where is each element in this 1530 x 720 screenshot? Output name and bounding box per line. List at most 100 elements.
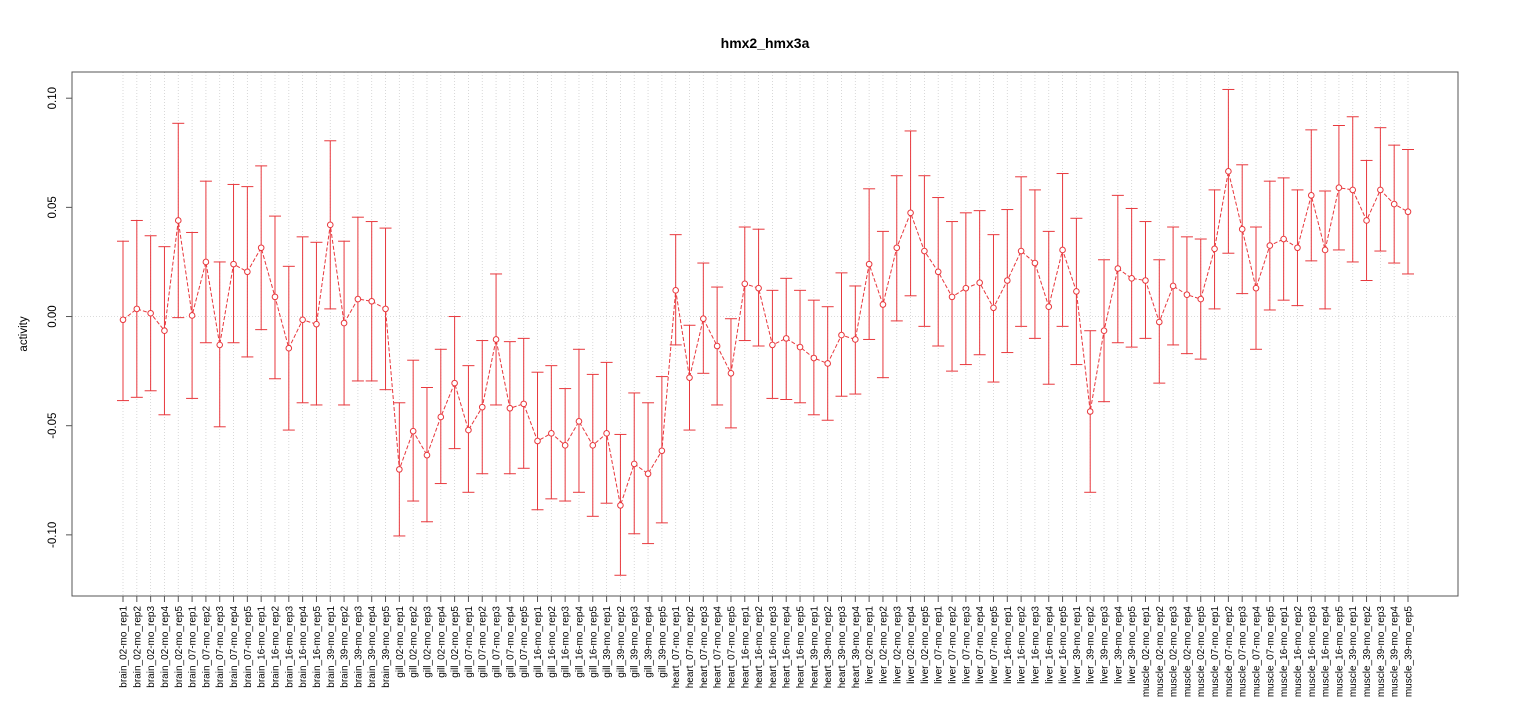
data-point: [1294, 244, 1301, 252]
x-tick-label: gill_07-mo_rep1: [464, 606, 475, 678]
data-point: [119, 316, 127, 324]
data-point: [852, 336, 859, 343]
x-tick-label: liver_07-mo_rep2: [948, 606, 959, 684]
x-tick-label: gill_39-mo_rep3: [630, 606, 641, 678]
grid-lines: [72, 72, 1458, 596]
x-tick-label: heart_07-mo_rep1: [671, 606, 682, 689]
x-tick-label: gill_02-mo_rep5: [450, 606, 461, 678]
x-tick-label: liver_07-mo_rep3: [961, 606, 972, 684]
y-tick-label: -0.10: [47, 522, 59, 548]
x-tick-label: liver_39-mo_rep3: [1100, 606, 1111, 684]
chart-title: hmx2_hmx3a: [721, 35, 810, 51]
x-tick-label: muscle_02-mo_rep2: [1155, 606, 1166, 698]
x-tick-label: liver_16-mo_rep3: [1030, 606, 1041, 684]
data-point: [1390, 200, 1398, 208]
x-tick-label: muscle_39-mo_rep5: [1404, 606, 1415, 698]
data-point: [879, 301, 887, 308]
data-point: [561, 442, 569, 449]
data-point: [244, 268, 251, 276]
data-point: [202, 258, 210, 266]
x-tick-label: liver_02-mo_rep3: [892, 606, 903, 684]
data-point: [230, 260, 237, 268]
data-point: [921, 247, 928, 255]
x-tick-label: muscle_07-mo_rep2: [1224, 606, 1235, 698]
x-tick-label: heart_16-mo_rep5: [796, 606, 807, 689]
x-tick-label: gill_07-mo_rep4: [505, 606, 516, 678]
x-tick-label: gill_02-mo_rep2: [409, 606, 420, 678]
data-point: [548, 430, 555, 437]
x-tick-label: gill_39-mo_rep2: [616, 606, 627, 678]
data-point: [1017, 247, 1025, 255]
data-point: [630, 460, 638, 468]
series-polyline: [122, 171, 1409, 508]
data-point: [741, 280, 749, 288]
data-point: [534, 437, 541, 445]
x-tick-label: heart_16-mo_rep4: [782, 606, 793, 689]
x-tick-label: muscle_16-mo_rep1: [1279, 606, 1290, 698]
data-point: [810, 354, 818, 362]
x-tick-label: heart_07-mo_rep4: [713, 606, 724, 689]
x-tick-label: heart_39-mo_rep4: [851, 606, 862, 689]
data-points: [119, 168, 1412, 509]
x-tick-label: heart_39-mo_rep2: [823, 606, 834, 689]
x-tick-label: muscle_39-mo_rep4: [1390, 606, 1401, 698]
x-tick-label: muscle_16-mo_rep4: [1321, 606, 1332, 698]
data-point: [1183, 291, 1191, 299]
x-tick-label: brain_02-mo_rep4: [160, 606, 171, 688]
x-tick-label: liver_39-mo_rep5: [1127, 606, 1138, 684]
x-tick-label: muscle_16-mo_rep2: [1293, 606, 1304, 698]
data-point: [1225, 168, 1232, 175]
data-point: [1086, 408, 1094, 415]
x-tick-label: gill_39-mo_rep1: [602, 606, 613, 678]
x-tick-label: liver_39-mo_rep4: [1113, 606, 1124, 684]
x-tick-label: heart_39-mo_rep3: [837, 606, 848, 689]
data-point: [1252, 284, 1260, 292]
x-tick-label: brain_07-mo_rep2: [201, 606, 212, 688]
x-tick-label: brain_16-mo_rep2: [270, 606, 281, 688]
data-point: [396, 466, 403, 473]
series-line: [122, 171, 1409, 508]
data-point: [1266, 242, 1274, 249]
data-point: [1114, 265, 1122, 272]
data-point: [589, 442, 597, 449]
x-tick-label: liver_39-mo_rep1: [1072, 606, 1083, 684]
data-point: [409, 427, 417, 435]
x-tick-label: brain_07-mo_rep3: [215, 606, 226, 688]
data-point: [161, 327, 168, 335]
data-point: [1363, 217, 1370, 224]
x-tick-label: gill_16-mo_rep1: [533, 606, 544, 678]
x-tick-label: liver_02-mo_rep4: [906, 606, 917, 684]
y-tick-label: 0.05: [47, 196, 59, 218]
data-point: [907, 209, 914, 217]
data-point: [1307, 192, 1315, 199]
x-tick-label: liver_07-mo_rep1: [934, 606, 945, 684]
x-tick-label: brain_39-mo_rep5: [381, 606, 392, 688]
x-tick-label: heart_16-mo_rep3: [768, 606, 779, 689]
x-tick-label: muscle_39-mo_rep1: [1348, 606, 1359, 698]
x-tick-label: heart_07-mo_rep2: [685, 606, 696, 689]
data-point: [838, 331, 845, 339]
data-point: [147, 309, 154, 317]
data-point: [478, 403, 486, 411]
data-point: [796, 343, 804, 351]
data-point: [1377, 186, 1384, 194]
data-point: [713, 342, 721, 350]
data-point: [962, 284, 970, 292]
x-tick-label: brain_02-mo_rep2: [132, 606, 143, 688]
x-tick-label: heart_07-mo_rep5: [726, 606, 737, 689]
x-tick-label: muscle_02-mo_rep5: [1196, 606, 1207, 698]
data-point: [257, 244, 265, 252]
x-tick-label: gill_39-mo_rep5: [657, 606, 668, 678]
data-point: [893, 244, 901, 252]
x-tick-label: brain_07-mo_rep5: [243, 606, 254, 688]
data-point: [133, 305, 141, 313]
error-bars: [117, 88, 1414, 576]
data-point: [1142, 277, 1149, 284]
x-tick-label: heart_07-mo_rep3: [699, 606, 710, 689]
data-point: [672, 287, 679, 294]
data-point: [1155, 318, 1163, 326]
x-tick-label: brain_16-mo_rep1: [257, 606, 268, 688]
data-point: [437, 413, 445, 421]
x-tick-label: muscle_39-mo_rep3: [1376, 606, 1387, 698]
x-tick-label: heart_16-mo_rep1: [740, 606, 751, 689]
